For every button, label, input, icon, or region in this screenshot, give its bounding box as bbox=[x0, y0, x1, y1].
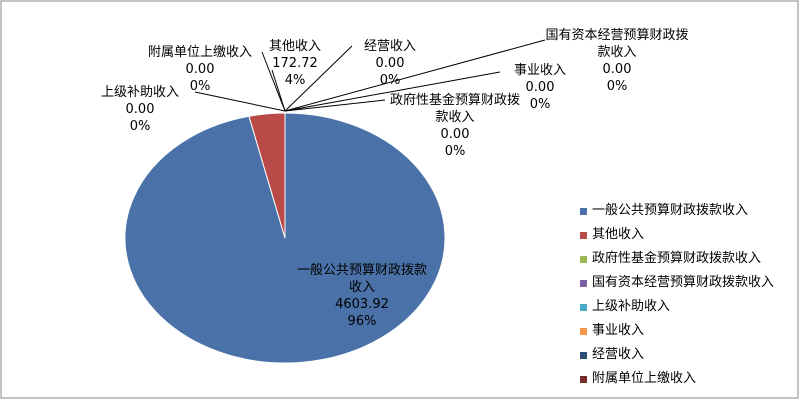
data-label: 一般公共预算财政拨款收入 4603.92 96% bbox=[292, 262, 432, 330]
data-label: 其他收入 172.72 4% bbox=[255, 38, 335, 89]
label-value: 0.00 bbox=[125, 102, 155, 117]
data-label: 经营收入 0.00 0% bbox=[350, 38, 430, 89]
legend-swatch bbox=[580, 232, 587, 239]
label-name: 国有资本经营预算财政拨款收入 bbox=[545, 28, 689, 60]
data-label: 附属单位上缴收入 0.00 0% bbox=[125, 44, 275, 95]
label-percent: 0% bbox=[189, 79, 211, 94]
label-value: 4603.92 bbox=[335, 297, 389, 312]
label-percent: 0% bbox=[444, 144, 466, 159]
leader-line bbox=[284, 39, 546, 112]
label-percent: 0% bbox=[606, 79, 628, 94]
label-name: 上级补助收入 bbox=[100, 85, 179, 100]
label-name: 附属单位上缴收入 bbox=[147, 45, 252, 60]
label-percent: 0% bbox=[379, 73, 401, 88]
legend-swatch bbox=[580, 352, 587, 359]
label-percent: 96% bbox=[347, 314, 377, 329]
data-label: 事业收入 0.00 0% bbox=[500, 62, 580, 113]
legend-label: 事业收入 bbox=[592, 323, 645, 338]
legend-swatch bbox=[580, 376, 587, 383]
data-label: 国有资本经营预算财政拨款收入 0.00 0% bbox=[542, 27, 692, 95]
legend-label: 附属单位上缴收入 bbox=[592, 371, 697, 386]
label-percent: 0% bbox=[129, 119, 151, 134]
label-percent: 0% bbox=[529, 97, 551, 112]
label-percent: 4% bbox=[284, 73, 306, 88]
legend-swatch bbox=[580, 208, 587, 215]
leader-line bbox=[194, 91, 286, 112]
legend-label: 国有资本经营预算财政拨款收入 bbox=[592, 275, 775, 290]
legend-label: 一般公共预算财政拨款收入 bbox=[592, 203, 749, 218]
label-name: 其他收入 bbox=[268, 39, 321, 54]
label-value: 0.00 bbox=[440, 127, 470, 142]
label-name: 一般公共预算财政拨款收入 bbox=[296, 263, 427, 295]
legend-swatch bbox=[580, 304, 587, 311]
data-label: 政府性基金预算财政拨款收入 0.00 0% bbox=[390, 92, 520, 160]
data-label: 上级补助收入 0.00 0% bbox=[85, 84, 195, 135]
legend-label: 上级补助收入 bbox=[592, 299, 671, 314]
leader-line bbox=[284, 71, 501, 112]
legend-label: 其他收入 bbox=[592, 227, 645, 242]
legend-swatch bbox=[580, 328, 587, 335]
label-value: 0.00 bbox=[185, 62, 215, 77]
label-name: 经营收入 bbox=[363, 39, 416, 54]
label-value: 0.00 bbox=[602, 62, 632, 77]
legend-label: 经营收入 bbox=[592, 347, 645, 362]
label-value: 0.00 bbox=[375, 56, 405, 71]
label-name: 事业收入 bbox=[513, 63, 566, 78]
label-name: 政府性基金预算财政拨款收入 bbox=[390, 93, 521, 125]
legend-swatch bbox=[580, 256, 587, 263]
leader-line bbox=[284, 99, 386, 112]
legend-swatch bbox=[580, 280, 587, 287]
pie-slice bbox=[248, 112, 286, 239]
legend-label: 政府性基金预算财政拨款收入 bbox=[592, 251, 762, 266]
leader-line bbox=[261, 51, 286, 112]
leader-line bbox=[284, 45, 353, 112]
label-value: 172.72 bbox=[272, 56, 318, 71]
label-value: 0.00 bbox=[525, 80, 555, 95]
